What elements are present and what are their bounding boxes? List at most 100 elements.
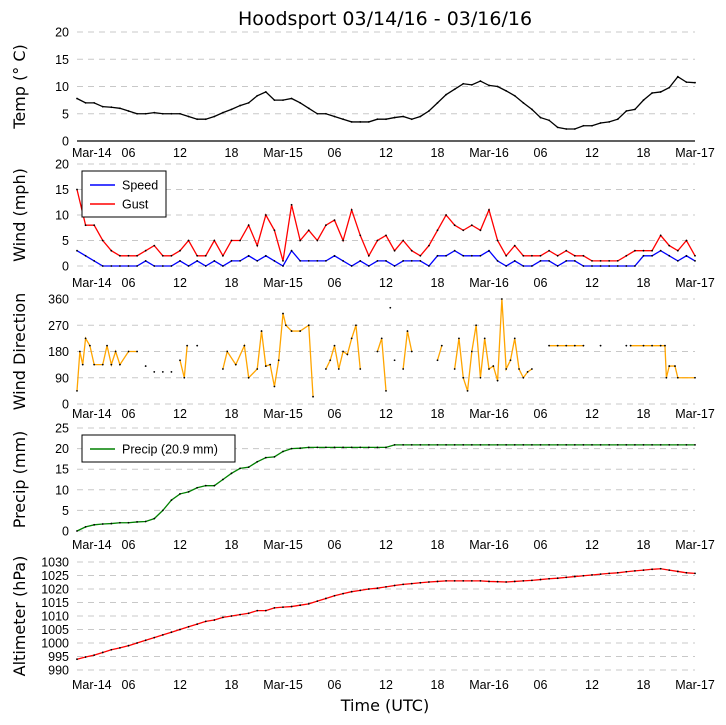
series-speed-point [565,260,568,262]
series-value-point [436,101,439,104]
series-value-point [445,93,447,96]
wind-direction-point [410,350,413,353]
series-gust-point [299,239,302,242]
wind-direction-point [119,363,121,366]
x-tick-label: 18 [637,407,651,421]
y-tick-label: 15 [55,53,69,67]
x-tick-label: Mar-16 [469,678,509,692]
series-precip-point [513,443,516,446]
series-precip-point [247,466,250,469]
series-value-point [239,104,241,107]
series-precip-point [196,486,199,489]
series-gust-point [548,249,550,252]
series-value-point [273,99,276,102]
series-gust-point [222,254,224,257]
series-value-point [196,118,199,121]
series-value-point [625,110,628,112]
series-value-point [119,646,121,649]
series-speed-point [119,265,121,267]
series-value-point [513,94,516,97]
series-value-point [161,112,164,115]
series-precip-point [187,490,190,493]
series-gust-point [325,224,327,227]
wind-direction-point [599,344,602,347]
wind-direction-point [114,350,117,353]
series-precip-point [230,472,233,475]
series-precip-point [462,443,465,446]
x-tick-label: 18 [431,146,445,160]
x-tick-label: 18 [431,407,445,421]
series-speed-point [84,254,87,257]
series-value-point [273,607,276,609]
series-precip-point [350,446,353,449]
x-tick-label: 12 [173,678,187,692]
series-gust-point [84,224,87,227]
series-precip-point [307,446,310,449]
series-value-point [299,604,302,607]
series-speed-point [479,254,482,257]
series-value-point [505,581,508,583]
series-value-point [359,121,362,123]
x-tick-label: Mar-15 [263,146,303,160]
series-value-point [488,84,490,87]
wind-direction-point [462,376,465,379]
series-value-point [101,105,104,108]
series-gust-point [204,254,207,257]
wind-direction-point [664,344,666,347]
series-value-point [402,115,405,118]
x-tick-label: 12 [379,146,393,160]
series-precip-point [428,443,430,446]
series-gust-point [642,249,645,252]
series-value-point [531,108,533,111]
series-precip-point [153,517,156,520]
series-precip-point [170,499,173,501]
series-precip-point [282,450,284,453]
series-precip-point [127,521,130,524]
series-speed-point [685,254,688,257]
series-value-point [136,642,138,644]
series-speed-point [282,265,284,267]
panel-0: 0 5 10 15 20 Mar-14 06 12 18 Mar-15 06 12 18 Mar-16 06… [10,26,715,161]
x-tick-label: 18 [225,146,239,160]
x-tick-label: Mar-16 [469,146,509,160]
series-value-point [548,577,550,580]
series-speed-point [273,260,276,262]
x-tick-label: 06 [328,538,342,552]
series-gust-point [625,254,628,257]
series-gust-point [161,254,164,257]
series-value-point [376,587,379,590]
series-precip-point [273,455,276,458]
wind-direction-line [222,313,314,397]
wind-direction-point [93,363,96,366]
series-precip-point [591,443,593,446]
wind-direction-point [466,389,469,392]
series-speed-point [582,265,585,267]
series-speed-point [204,265,207,267]
series-gust-point [333,219,336,222]
series-precip-point [642,443,645,446]
series-precip-point [144,520,147,523]
series-gust-point [445,214,447,216]
series-speed-point [213,260,216,262]
series-gust-point [470,224,473,227]
x-tick-label: Mar-16 [469,538,509,552]
legend-label: Speed [122,179,158,193]
series-gust-point [247,224,250,227]
series-speed-point [222,265,224,267]
series-speed-point [453,249,456,252]
series-value-point [531,579,533,582]
series-value-point [436,580,439,583]
y-tick-label: 995 [48,650,69,664]
wind-direction-point [651,344,653,347]
y-tick-label: 15 [55,183,69,197]
series-value-point [316,112,319,115]
wind-direction-point [436,359,439,362]
series-value-point [419,115,422,118]
wind-direction-point [260,330,263,332]
wind-direction-point [284,324,287,327]
series-value-point [84,656,87,658]
y-tick-label: 0 [62,398,69,412]
series-speed-point [144,260,147,262]
series-speed-point [651,254,653,257]
